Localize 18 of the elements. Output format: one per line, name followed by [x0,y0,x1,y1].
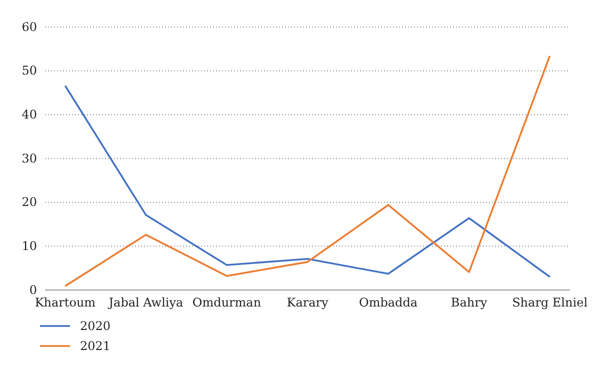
y-tick-label: 30 [22,151,37,166]
x-tick-label: Jabal Awliya [106,296,184,310]
y-tick-label: 40 [22,108,37,122]
y-tick-label: 20 [22,195,37,210]
x-tick-label: Omdurman [192,296,262,310]
y-tick-label: 10 [22,239,37,254]
y-tick-label: 0 [29,282,37,297]
line-series [64,55,551,287]
legend-label: 2020 [80,319,111,333]
y-tick-label: 60 [22,20,37,34]
x-tick-label: Sharg Elniel [512,296,588,310]
x-tick-label: Khartoum [34,296,96,310]
x-tick-label: Karary [286,296,328,310]
line-series [64,84,551,278]
x-tick-label: Ombadda [358,296,418,310]
x-tick-label: Bahry [450,296,488,310]
y-tick-label: 50 [22,64,37,78]
legend-label: 2021 [80,339,111,353]
